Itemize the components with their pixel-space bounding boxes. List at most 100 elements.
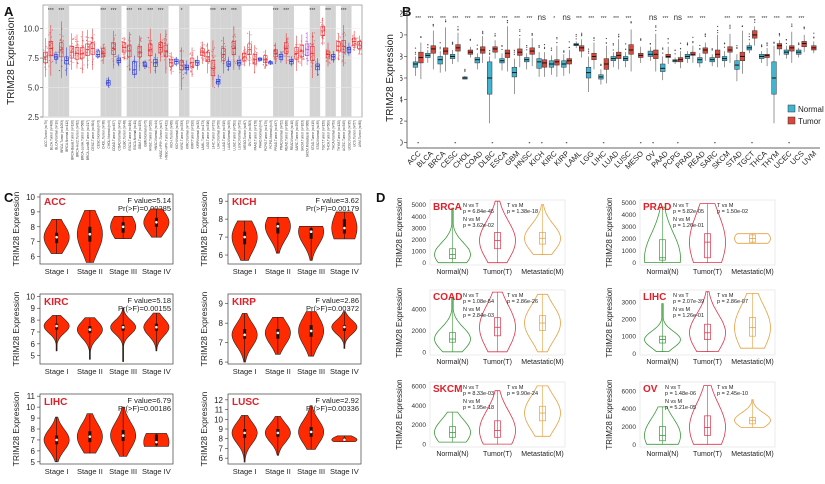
x-tick-label: PCPG.Normal (n=3) [269, 120, 273, 149]
x-tick-label: HNSC-HPV+.Tumor (n=97) [159, 120, 163, 159]
data-point [80, 36, 82, 38]
y-tick-label: 6 [31, 340, 36, 349]
outlier-point [439, 48, 441, 50]
data-point [95, 49, 97, 51]
outlier-point [556, 38, 558, 40]
data-point [155, 61, 158, 63]
data-point [287, 59, 289, 61]
median-point [276, 225, 280, 228]
data-point [62, 40, 64, 42]
p-value-label: Pr(>F)=0.00186 [118, 404, 171, 413]
y-tick-label: 0 [632, 351, 636, 358]
outlier-point [679, 47, 682, 50]
x-tick-label: PRAD.Tumor (n=497) [274, 120, 278, 151]
y-axis-label: TRIM28 Expression [395, 379, 404, 449]
box [154, 434, 158, 446]
significance-label: *** [309, 8, 315, 14]
data-point [339, 55, 341, 57]
outlier-point [813, 32, 815, 34]
data-point [112, 47, 114, 49]
median-point [121, 325, 125, 329]
data-point [297, 60, 299, 62]
data-point [77, 40, 79, 43]
data-point [234, 45, 236, 47]
data-point [221, 40, 223, 42]
box [647, 50, 653, 57]
data-point [49, 44, 51, 46]
tvm-label: T vs M [507, 203, 524, 209]
data-point [124, 38, 126, 40]
outlier-point [662, 47, 664, 49]
nvt-label: N vs T [463, 293, 479, 299]
outlier-point [568, 46, 570, 49]
data-point [139, 48, 142, 50]
box [309, 228, 313, 239]
data-point [148, 66, 150, 69]
data-point [148, 59, 150, 61]
outlier-point [699, 44, 701, 47]
significance-label: *** [774, 16, 780, 22]
x-tick-label: Stage III [109, 267, 137, 276]
data-point [163, 40, 166, 42]
nvm-label: N vs M [463, 217, 481, 223]
data-point [174, 64, 176, 66]
box [189, 57, 195, 67]
subplot-title: OV [643, 384, 658, 395]
significance-label: *** [761, 16, 767, 22]
data-point [53, 52, 55, 54]
data-point [156, 57, 159, 59]
y-tick-label: 8 [31, 223, 36, 232]
x-tick-label: Stage I [45, 467, 69, 476]
f-value-label: F value=2.92 [315, 396, 359, 405]
data-point [274, 51, 276, 53]
significance-label: *** [58, 8, 64, 14]
y-tick-label: 3000 [622, 299, 637, 306]
data-point [49, 41, 51, 44]
data-point [253, 59, 255, 62]
significance-label: *** [477, 16, 483, 22]
outlier-point [692, 36, 694, 38]
violin [479, 390, 516, 445]
data-point [224, 45, 226, 48]
data-point [352, 49, 354, 51]
data-point [172, 70, 174, 72]
data-point [163, 59, 165, 61]
data-point [349, 46, 351, 48]
y-tick-label: 9 [31, 304, 36, 313]
box [665, 54, 671, 58]
data-point [221, 45, 223, 48]
y-tick-label: 5.0 [28, 84, 40, 93]
data-point [214, 55, 216, 57]
data-point [113, 37, 115, 39]
outlier-point [457, 26, 459, 28]
data-point [86, 39, 88, 41]
x-tick-label: LUSC.Tumor (n=501) [232, 120, 236, 150]
x-tick-label: Tumor(T) [483, 451, 512, 458]
violin [689, 203, 726, 264]
outlier-point [550, 47, 553, 49]
data-point [73, 37, 75, 40]
box [659, 426, 666, 442]
outlier-point [432, 23, 434, 26]
outlier-point [482, 30, 484, 32]
data-point [342, 48, 344, 50]
y-axis-label: TRIM28 Expression [395, 197, 404, 267]
x-tick-label: READ.Normal (n=10) [290, 120, 294, 150]
significance-label: *** [147, 8, 153, 14]
box [142, 62, 148, 67]
data-point [244, 49, 246, 51]
tvm-p-value: p = 2.86e-07 [717, 299, 748, 305]
data-point [242, 61, 244, 63]
x-tick-label: Stage I [233, 467, 257, 476]
significance-label: * [553, 16, 555, 22]
x-tick-label: MESO.Tumor (n=87) [243, 120, 247, 150]
box [704, 233, 711, 259]
significance-label: *** [126, 8, 132, 14]
outlier-point [766, 42, 768, 44]
data-point [357, 37, 359, 39]
data-point [165, 39, 168, 41]
data-point [229, 64, 231, 66]
outlier-point [556, 41, 558, 44]
data-point [190, 70, 192, 72]
